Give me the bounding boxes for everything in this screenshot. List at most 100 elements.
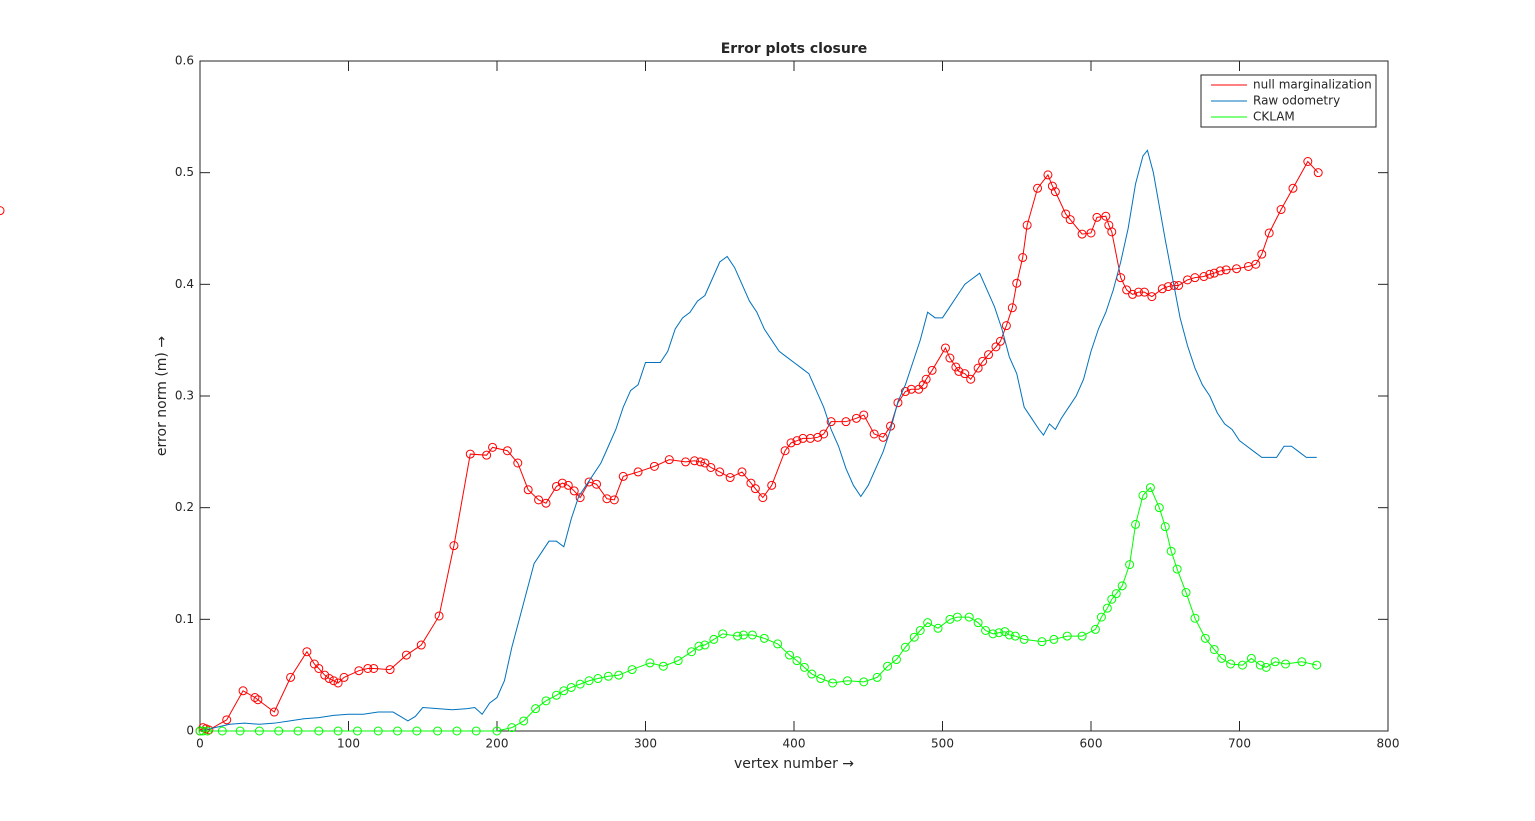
data-point — [482, 450, 492, 460]
data-point — [269, 707, 279, 717]
data-point — [915, 626, 925, 635]
data-point — [792, 656, 802, 666]
data-point — [918, 380, 928, 390]
x-tick-label: 200 — [486, 737, 509, 751]
data-point — [1215, 266, 1225, 276]
data-point — [819, 429, 829, 439]
data-point — [694, 641, 704, 651]
data-point — [792, 436, 802, 446]
data-point — [385, 665, 395, 675]
data-point — [541, 696, 551, 706]
data-point — [759, 633, 769, 643]
data-point — [591, 479, 601, 489]
data-point — [523, 485, 533, 495]
data-point — [250, 693, 260, 702]
data-point — [872, 672, 882, 682]
data-point — [1237, 660, 1247, 670]
data-point — [369, 663, 379, 673]
data-point — [1257, 249, 1267, 259]
x-tick-label: 100 — [337, 737, 360, 751]
x-axis-label: vertex number → — [734, 756, 854, 772]
data-point — [412, 726, 422, 736]
data-point — [1131, 519, 1141, 529]
data-point — [274, 726, 284, 736]
data-point — [1128, 289, 1138, 299]
data-point — [222, 715, 232, 725]
data-point — [1232, 264, 1242, 274]
data-point — [973, 618, 983, 628]
data-point — [286, 672, 296, 682]
data-point — [1255, 660, 1265, 670]
data-point — [1117, 581, 1127, 591]
data-point — [786, 438, 796, 448]
data-point — [1092, 212, 1102, 222]
data-point — [1200, 633, 1210, 643]
data-point — [195, 726, 205, 736]
data-point — [1065, 215, 1075, 225]
data-point — [964, 612, 974, 622]
data-point — [695, 457, 705, 467]
data-point — [609, 495, 619, 505]
data-point — [1154, 503, 1164, 513]
data-point — [1107, 227, 1117, 237]
data-point — [851, 413, 861, 423]
data-point — [952, 612, 962, 622]
legend-label: CKLAM — [1253, 110, 1295, 124]
data-point — [433, 726, 443, 736]
data-point — [238, 686, 248, 696]
data-point — [900, 387, 910, 397]
data-point — [859, 677, 869, 687]
data-point — [984, 350, 994, 360]
data-point — [700, 458, 710, 468]
data-point — [798, 433, 808, 443]
data-point — [198, 726, 208, 736]
data-point — [842, 676, 852, 686]
data-point — [314, 663, 324, 673]
data-point — [927, 365, 937, 375]
data-point — [758, 493, 768, 503]
data-point — [1297, 657, 1307, 667]
data-point — [314, 726, 324, 736]
data-point — [531, 704, 541, 714]
data-point — [828, 678, 838, 688]
data-point — [1090, 624, 1100, 634]
data-point — [921, 374, 931, 384]
data-point — [1190, 273, 1200, 283]
data-point — [235, 726, 245, 736]
data-point — [333, 678, 343, 688]
data-point — [584, 676, 594, 686]
chart-title: Error plots closure — [721, 41, 868, 57]
data-point — [1000, 627, 1010, 637]
y-tick-label: 0.4 — [175, 277, 194, 291]
data-point — [687, 647, 697, 657]
data-point — [1086, 228, 1096, 238]
data-point — [945, 353, 955, 363]
data-point — [434, 611, 444, 621]
data-point — [627, 665, 637, 675]
data-point — [1043, 170, 1053, 180]
x-tick-label: 0 — [196, 737, 204, 751]
data-point — [363, 663, 373, 673]
y-tick-label: 0.5 — [175, 165, 194, 179]
data-point — [569, 486, 579, 496]
data-point — [1174, 280, 1184, 290]
data-point — [1147, 292, 1157, 302]
data-point — [973, 363, 983, 373]
data-point — [1270, 657, 1280, 667]
data-point — [706, 462, 716, 472]
data-point — [709, 634, 719, 644]
data-point — [1199, 272, 1209, 282]
data-point — [339, 672, 349, 682]
data-point — [1050, 187, 1060, 197]
x-tick-label: 700 — [1228, 737, 1251, 751]
data-point — [994, 628, 1004, 638]
data-point — [492, 726, 502, 736]
legend-label: null marginalization — [1253, 78, 1372, 92]
data-point — [488, 442, 498, 452]
data-point — [293, 726, 303, 736]
x-tick-label: 800 — [1377, 737, 1400, 751]
data-point — [826, 417, 836, 427]
data-point — [1209, 644, 1219, 654]
data-point — [1226, 659, 1236, 669]
